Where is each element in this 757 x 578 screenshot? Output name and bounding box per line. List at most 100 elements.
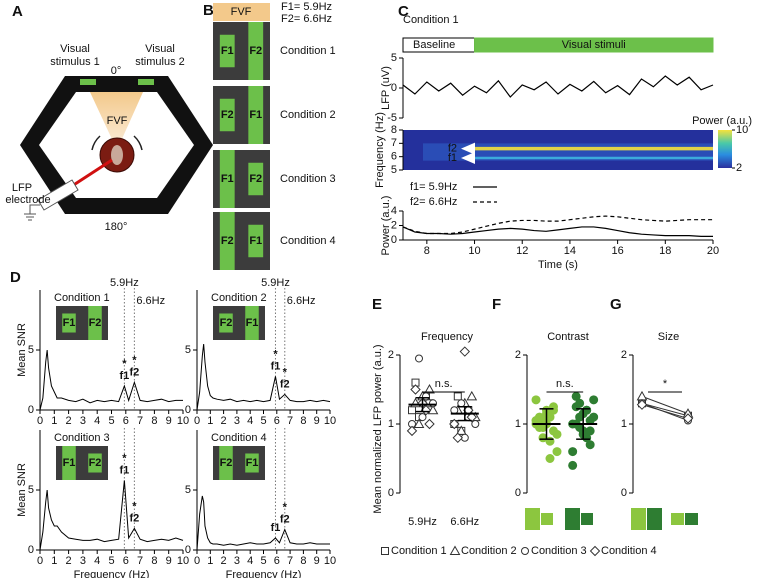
data-line	[402, 226, 713, 237]
y-tick-label: 1	[515, 418, 521, 430]
data-point	[410, 384, 421, 395]
stimulus-2	[138, 79, 154, 85]
significance-label: n.s.	[435, 378, 453, 390]
x-tick-label: 4	[94, 555, 100, 567]
peak-label: f2	[129, 366, 139, 378]
data-point	[589, 395, 599, 405]
y-tick-label: 0	[388, 487, 394, 499]
angle-label: 0°	[111, 65, 122, 77]
icon	[631, 508, 646, 530]
fvf-cone	[90, 92, 143, 150]
data-line	[196, 343, 331, 411]
stimulus-label: F1	[63, 317, 76, 329]
x-axis-label: Frequency (Hz)	[74, 569, 150, 578]
y-tick-label: 5	[28, 484, 34, 496]
legend-label: f1= 5.9Hz	[410, 181, 457, 193]
frequency-label: F1= 5.9Hz	[281, 1, 332, 13]
stimulus-stripe	[219, 212, 235, 270]
data-point	[429, 399, 437, 408]
y-axis-label: Mean SNR	[16, 463, 28, 517]
y-tick-label: 2	[388, 349, 394, 361]
x-tick-label: 6	[123, 555, 129, 567]
x-tick-label: 4	[247, 555, 253, 567]
y-tick-label: 7	[391, 137, 397, 149]
stimulus-stripe	[248, 22, 264, 80]
x-tick-label: 16	[611, 245, 623, 257]
panel-label: F	[492, 296, 501, 313]
icon	[647, 508, 662, 530]
x-tick-label: 10	[324, 415, 336, 427]
phase-bar	[474, 37, 714, 53]
colorbar-tick-label: 10	[736, 124, 748, 136]
x-tick-label: 9	[166, 555, 172, 567]
y-tick-label: 0	[185, 544, 191, 556]
y-tick-label: 6	[391, 151, 397, 163]
x-tick-label: 8	[300, 415, 306, 427]
chart-title: Condition 1	[54, 292, 110, 304]
x-tick-label: 6	[123, 415, 129, 427]
peak-label: f1	[119, 370, 129, 382]
data-point	[413, 418, 425, 428]
y-tick-label: 0	[621, 487, 627, 499]
stimulus-stripe	[219, 98, 235, 132]
electrode-label: electrode	[5, 194, 50, 206]
x-axis-label: Time (s)	[538, 259, 578, 271]
x-tick-label: 0	[37, 555, 43, 567]
stimulus-stripe	[245, 306, 259, 340]
electrode-tip	[71, 158, 113, 188]
x-tick-label: 2	[221, 555, 227, 567]
data-point	[521, 547, 529, 555]
stimulus-label: F1	[221, 173, 234, 185]
data-point	[449, 418, 460, 430]
stimulus-label: F2	[220, 457, 233, 469]
panel-label: C	[398, 3, 409, 20]
stimulus-stripe	[219, 150, 235, 208]
x-tick-label: 8	[300, 555, 306, 567]
x-tick-label: 2	[66, 415, 72, 427]
y-axis-label: Mean SNR	[16, 323, 28, 377]
data-point	[455, 425, 467, 435]
colorbar-tick-label: 2	[736, 162, 742, 174]
data-point	[424, 418, 435, 430]
x-tick-label: 0	[194, 415, 200, 427]
x-tick-label: 5	[260, 415, 266, 427]
fvf-label: FVF	[107, 115, 128, 127]
frequency-label: F2= 6.6Hz	[281, 13, 332, 25]
x-tick-label: 5	[108, 555, 114, 567]
panel-label: E	[372, 296, 382, 313]
frequency-marker	[461, 142, 475, 155]
fvf-header	[213, 3, 270, 21]
panel-labels: A B C D E F G	[10, 2, 622, 313]
data-point	[449, 545, 461, 555]
y-tick-label: 5	[391, 52, 397, 64]
x-tick-label: 14	[564, 245, 576, 257]
peak-label: f1	[119, 464, 129, 476]
colorbar	[718, 130, 732, 168]
x-tick-label: 1	[51, 555, 57, 567]
data-point	[568, 447, 578, 457]
y-tick-label: 5	[28, 344, 34, 356]
y-tick-label: 2	[391, 219, 397, 231]
x-tick-label: 4	[94, 415, 100, 427]
data-point	[636, 390, 648, 401]
y-tick-label: -5	[387, 112, 397, 124]
x-tick-label: 2	[221, 415, 227, 427]
condition-label: Condition 1	[280, 45, 336, 57]
x-tick-label: 9	[314, 415, 320, 427]
x-tick-label: 9	[314, 555, 320, 567]
stimulus-label: F1	[246, 457, 259, 469]
stimulus-label: F1	[249, 235, 262, 247]
x-tick-label: 6	[274, 415, 280, 427]
legend-label: Condition 2	[461, 545, 517, 557]
data-point	[466, 411, 478, 423]
y-tick-label: 1	[388, 418, 394, 430]
x-tick-label: 8	[424, 245, 430, 257]
x-tick-label: 0	[37, 415, 43, 427]
data-point	[415, 354, 423, 363]
stimulus-stripe	[62, 313, 76, 333]
data-point	[589, 545, 601, 557]
stimulus-stripe	[248, 224, 264, 258]
x-tick-label: 9	[166, 415, 172, 427]
x-tick-label: 3	[80, 555, 86, 567]
